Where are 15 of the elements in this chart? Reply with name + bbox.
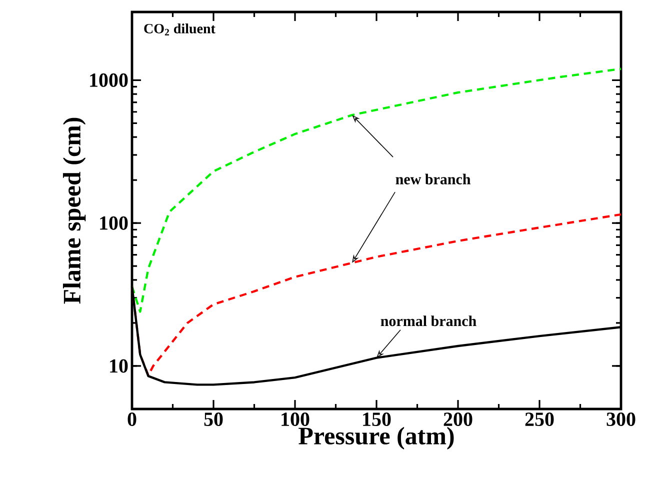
y-tick-label: 100 xyxy=(100,216,128,230)
y-axis-title: Flame speed (cm) xyxy=(62,118,86,304)
x-tick-label: 50 xyxy=(204,412,223,426)
x-axis-title: Pressure (atm) xyxy=(298,426,454,450)
annotation: CO$_{2}$ diluent xyxy=(144,24,216,36)
x-tick-label: 300 xyxy=(606,412,636,426)
x-tick-label: 150 xyxy=(363,412,391,426)
y-tick-label: 1000 xyxy=(90,73,128,87)
x-tick-label: 100 xyxy=(282,412,310,426)
annotation: new branch xyxy=(396,174,471,184)
x-tick-label: 250 xyxy=(525,412,554,426)
x-tick-label: 0 xyxy=(128,412,136,426)
y-tick-label: 10 xyxy=(110,359,128,373)
x-tick-label: 200 xyxy=(444,412,472,426)
annotation: normal branch xyxy=(380,316,476,326)
